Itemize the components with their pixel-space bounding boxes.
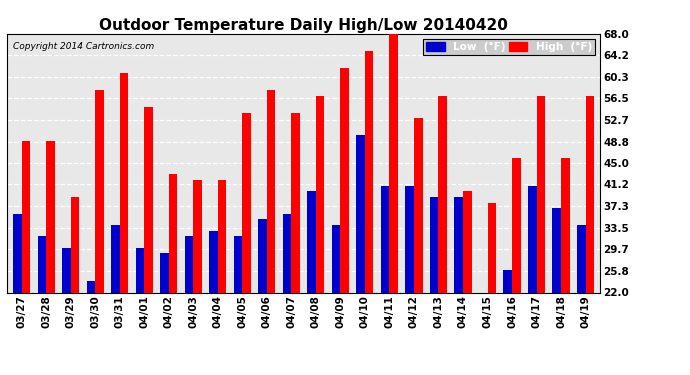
Bar [414, 118, 422, 292]
Bar [169, 174, 177, 292]
Bar [528, 186, 537, 292]
Bar [283, 214, 291, 292]
Bar [430, 197, 438, 292]
Bar [455, 197, 463, 292]
Bar [70, 197, 79, 292]
Bar [160, 253, 169, 292]
Bar [365, 51, 373, 292]
Bar [242, 112, 251, 292]
Bar [488, 202, 496, 292]
Text: Copyright 2014 Cartronics.com: Copyright 2014 Cartronics.com [13, 42, 154, 51]
Bar [234, 236, 242, 292]
Bar [86, 281, 95, 292]
Bar [438, 96, 447, 292]
Bar [356, 135, 365, 292]
Bar [258, 219, 267, 292]
Bar [119, 73, 128, 292]
Bar [405, 186, 414, 292]
Bar [553, 208, 561, 292]
Bar [463, 191, 471, 292]
Legend: Low  (°F), High  (°F): Low (°F), High (°F) [423, 39, 595, 56]
Bar [13, 214, 21, 292]
Bar [267, 90, 275, 292]
Bar [21, 141, 30, 292]
Bar [332, 225, 340, 292]
Bar [504, 270, 512, 292]
Bar [144, 107, 152, 292]
Bar [316, 96, 324, 292]
Bar [62, 248, 70, 292]
Bar [381, 186, 389, 292]
Bar [95, 90, 104, 292]
Bar [512, 158, 521, 292]
Bar [291, 112, 300, 292]
Bar [111, 225, 119, 292]
Bar [577, 225, 586, 292]
Bar [46, 141, 55, 292]
Bar [209, 231, 218, 292]
Bar [307, 191, 316, 292]
Bar [586, 96, 594, 292]
Bar [37, 236, 46, 292]
Bar [340, 68, 349, 292]
Bar [389, 34, 398, 292]
Bar [561, 158, 570, 292]
Bar [537, 96, 545, 292]
Bar [218, 180, 226, 292]
Bar [185, 236, 193, 292]
Title: Outdoor Temperature Daily High/Low 20140420: Outdoor Temperature Daily High/Low 20140… [99, 18, 508, 33]
Bar [193, 180, 202, 292]
Bar [136, 248, 144, 292]
